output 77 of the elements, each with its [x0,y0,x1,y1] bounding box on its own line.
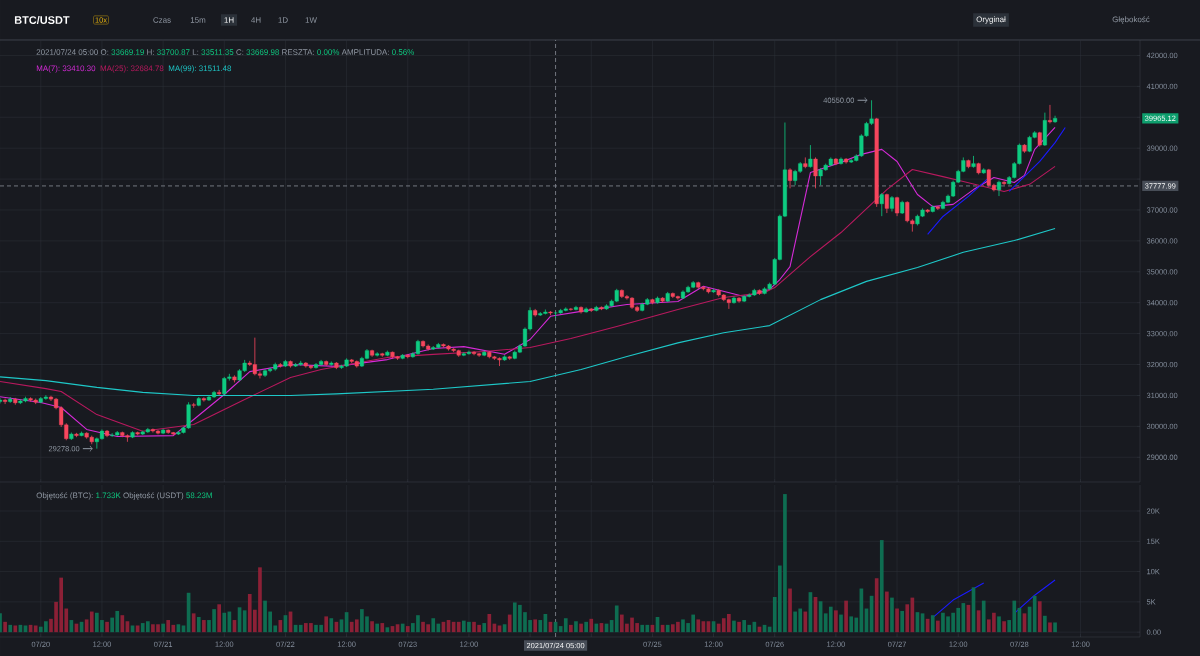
bar [584,621,588,633]
bar [828,606,833,633]
bar [1032,595,1037,633]
bar [879,540,884,633]
bar [13,625,18,633]
bar [1037,601,1042,633]
bar [105,621,109,633]
bar [329,618,334,633]
bar [161,623,165,633]
candlestick [813,157,818,189]
bar [298,624,303,633]
bar [849,616,854,633]
bar [380,623,385,633]
bar [569,624,573,633]
bar [839,614,843,633]
bar [324,616,329,633]
line-series [1008,126,1066,192]
bar [405,626,410,633]
bar [196,617,201,633]
candlestick [996,180,1002,197]
bar [202,620,206,633]
bar [997,616,1001,633]
bar [431,618,436,633]
line-series [0,227,1056,396]
bar [905,604,910,633]
bar [930,615,935,633]
bar [665,624,670,633]
bar [834,610,838,633]
candlestick [568,307,573,312]
bar [696,619,701,633]
bar [482,623,487,633]
bar [533,619,538,633]
candlestick [787,167,793,189]
bar [456,621,461,633]
bar [732,620,736,633]
bar [1048,622,1052,633]
bar [844,600,848,633]
bar [895,608,899,633]
text: BTC/USDT [14,15,70,25]
bar [1053,622,1057,633]
candlestick [879,192,884,217]
bar [89,611,94,633]
bar [900,610,904,633]
bar [1002,621,1006,633]
bar [563,618,568,633]
bar [574,621,578,633]
candlestick [1002,180,1007,186]
bar [936,620,940,633]
bar [538,620,543,633]
bar [890,597,894,633]
bar [589,618,594,633]
bar [885,591,889,633]
bar [3,621,7,633]
candlestick [808,144,813,169]
bar [1043,615,1047,633]
bar [874,578,879,633]
bar [788,588,792,633]
bar [217,604,222,633]
bar [579,623,583,633]
bar [614,605,619,633]
bar [166,620,171,633]
candlestick [3,398,8,405]
bar [487,613,492,633]
bar [803,611,808,633]
bar [981,600,986,633]
bar [33,625,38,633]
bar [222,612,227,633]
candlestick [201,396,206,403]
bar [640,624,645,633]
bar [507,614,512,633]
bar [8,624,13,633]
bar [370,621,374,633]
bar [737,621,741,633]
bar [375,623,380,633]
bar [145,621,150,633]
bar [354,619,359,633]
bar [191,613,196,633]
